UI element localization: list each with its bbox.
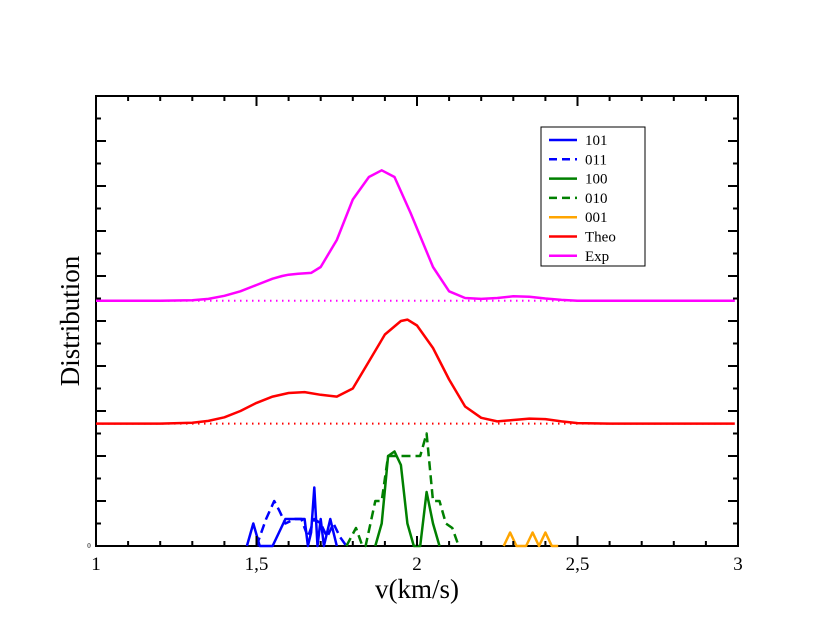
x-axis-title: v(km/s) [375,574,459,604]
series-theo [96,318,735,425]
series-exp [96,169,735,303]
y-zero-label: 0 [87,542,91,550]
legend: 101 011 100 010 001 Theo Exp [540,126,646,267]
legend-label: 010 [585,191,608,207]
x-tick-label: 2 [412,554,422,575]
legend-box [540,126,646,267]
legend-label: 100 [585,172,608,188]
legend-label: Theo [585,230,616,246]
x-tick-label: 1 [91,554,101,575]
legend-label: 011 [585,152,607,168]
series-011 [255,499,348,547]
legend-item-001: 001 [549,210,608,226]
legend-item-exp: Exp [549,249,609,265]
legend-item-010: 010 [549,191,608,207]
y-axis-title: Distribution [55,255,85,386]
legend-label: 001 [585,210,608,226]
legend-label: 101 [585,133,608,149]
x-tick-label: 3 [733,554,743,575]
series-010 [345,432,460,548]
legend-label: Exp [585,249,609,265]
legend-item-100: 100 [549,172,608,188]
x-tick-label: 1,5 [245,554,269,575]
legend-item-011: 011 [549,152,607,168]
legend-item-theo: Theo [549,230,616,246]
series-001 [502,531,559,548]
legend-item-101: 101 [549,133,608,149]
x-tick-label: 2,5 [566,554,590,575]
series-101 [245,486,339,548]
